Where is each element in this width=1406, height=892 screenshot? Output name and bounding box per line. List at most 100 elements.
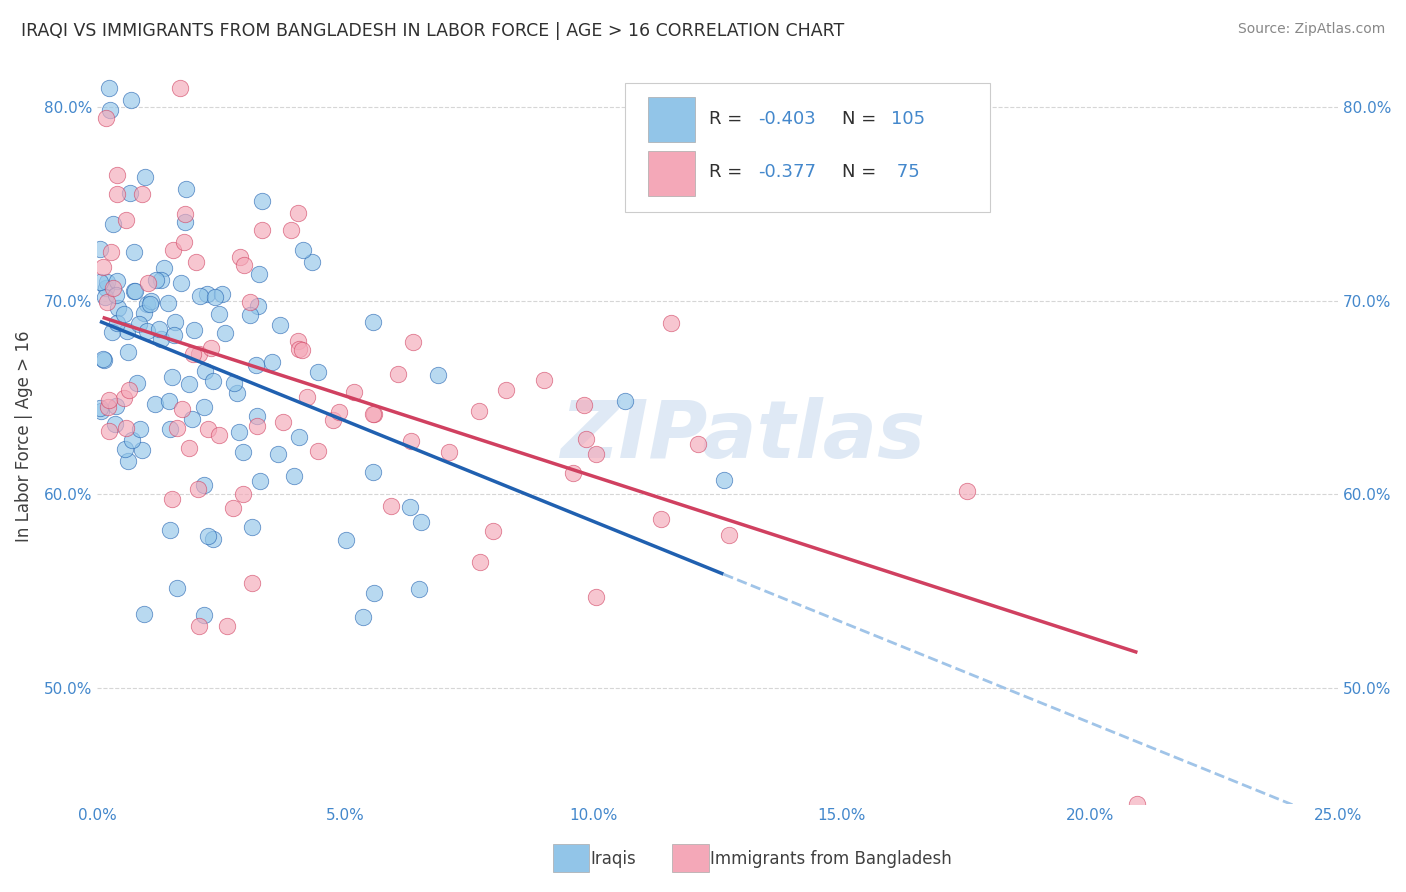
Text: 75: 75 [891, 163, 920, 181]
Point [402, 334, 425, 349]
Point [187, 619, 209, 633]
Point [107, 301, 129, 315]
Point [239, 295, 262, 310]
Point [94, 289, 117, 303]
Point [120, 93, 142, 107]
Point [245, 358, 267, 372]
Point [169, 276, 191, 290]
Point [96, 294, 118, 309]
Point [157, 295, 180, 310]
Point [208, 427, 231, 442]
Point [201, 374, 224, 388]
Point [250, 194, 273, 208]
Point [229, 250, 252, 264]
Point [105, 287, 128, 301]
Point [232, 445, 254, 459]
Point [380, 499, 402, 513]
Point [232, 487, 254, 501]
Point [159, 523, 181, 537]
Point [468, 555, 491, 569]
Point [408, 582, 430, 597]
Point [291, 244, 314, 258]
Point [240, 576, 263, 591]
Point [153, 260, 176, 275]
Point [94, 281, 117, 295]
Point [207, 307, 229, 321]
Point [717, 527, 740, 541]
Point [112, 391, 135, 405]
Point [650, 512, 672, 526]
Point [117, 345, 139, 359]
Point [307, 365, 329, 379]
Point [101, 217, 124, 231]
Point [287, 206, 309, 220]
Point [143, 397, 166, 411]
Point [149, 332, 172, 346]
Point [468, 404, 491, 418]
Text: Iraqis: Iraqis [591, 850, 637, 868]
Point [399, 434, 422, 448]
Point [173, 235, 195, 249]
Point [267, 447, 290, 461]
Point [163, 327, 186, 342]
Text: 105: 105 [891, 110, 925, 128]
Text: R =: R = [709, 163, 748, 181]
Point [128, 422, 150, 436]
Point [297, 390, 319, 404]
Point [97, 392, 120, 407]
Point [250, 223, 273, 237]
Point [105, 187, 128, 202]
Point [89, 275, 111, 289]
Point [173, 215, 195, 229]
Point [136, 297, 159, 311]
Point [363, 586, 385, 600]
Point [100, 245, 122, 260]
Point [91, 260, 114, 275]
Point [437, 445, 460, 459]
Point [246, 419, 269, 434]
Point [96, 275, 118, 289]
Point [193, 364, 215, 378]
Point [361, 315, 384, 329]
Point [105, 169, 128, 183]
Point [387, 367, 409, 381]
Point [269, 318, 291, 333]
Point [301, 254, 323, 268]
Text: N =: N = [842, 163, 882, 181]
Text: Immigrants from Bangladesh: Immigrants from Bangladesh [710, 850, 952, 868]
Point [409, 515, 432, 529]
Point [328, 405, 350, 419]
Point [307, 443, 329, 458]
Point [193, 400, 215, 414]
Text: IRAQI VS IMMIGRANTS FROM BANGLADESH IN LABOR FORCE | AGE > 16 CORRELATION CHART: IRAQI VS IMMIGRANTS FROM BANGLADESH IN L… [21, 22, 845, 40]
Point [322, 412, 344, 426]
Point [105, 316, 128, 330]
Text: -0.403: -0.403 [758, 110, 817, 128]
Point [193, 607, 215, 622]
Point [575, 432, 598, 446]
Point [200, 341, 222, 355]
Point [101, 280, 124, 294]
Point [246, 299, 269, 313]
Point [117, 453, 139, 467]
Point [211, 286, 233, 301]
Point [195, 287, 218, 301]
Point [96, 111, 118, 125]
Text: ZIPatlas: ZIPatlas [560, 397, 925, 475]
FancyBboxPatch shape [648, 151, 695, 195]
Point [160, 370, 183, 384]
Point [482, 524, 505, 539]
Point [225, 385, 247, 400]
Point [562, 466, 585, 480]
Point [131, 186, 153, 201]
Point [222, 376, 245, 390]
Point [131, 442, 153, 457]
Point [214, 326, 236, 340]
Point [288, 342, 311, 356]
Point [139, 296, 162, 310]
Point [122, 244, 145, 259]
Point [188, 289, 211, 303]
FancyBboxPatch shape [624, 83, 990, 212]
Point [343, 384, 366, 399]
Point [180, 412, 202, 426]
